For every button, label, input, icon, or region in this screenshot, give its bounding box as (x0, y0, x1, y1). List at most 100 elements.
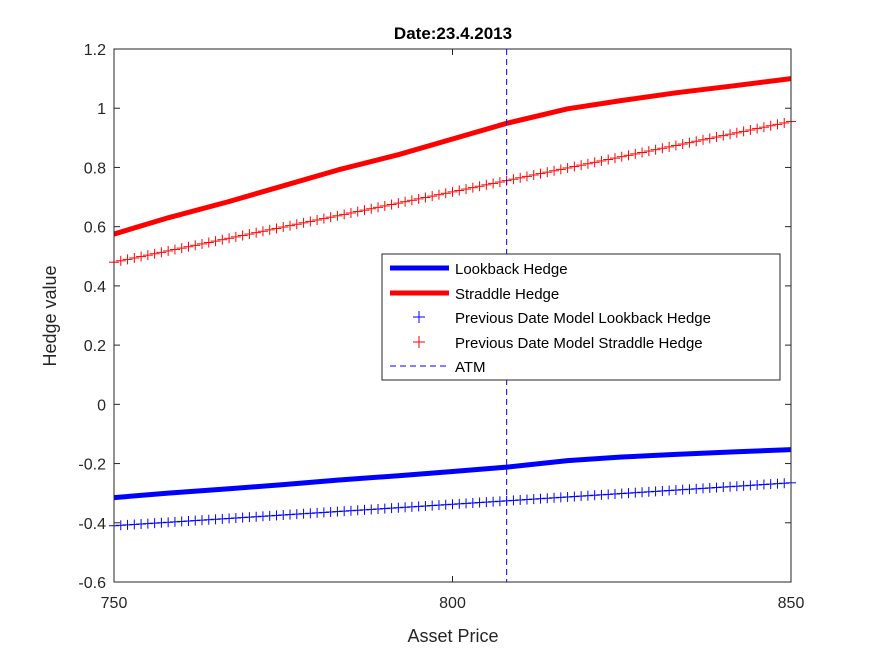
series-line-straddle-hedge (113, 76, 792, 237)
data-point-previous-date-model-straddle-hedge (339, 209, 350, 220)
data-point-previous-date-model-straddle-hedge (264, 224, 275, 235)
data-point-previous-date-model-straddle-hedge (609, 153, 620, 164)
data-point-previous-date-model-straddle-hedge (129, 252, 140, 263)
data-point-previous-date-model-straddle-hedge (711, 132, 722, 143)
data-point-previous-date-model-straddle-hedge (386, 199, 397, 210)
data-point-previous-date-model-straddle-hedge (657, 143, 668, 154)
y-axis-label: Hedge value (40, 265, 60, 366)
data-point-previous-date-model-straddle-hedge (210, 236, 221, 247)
series-markers-previous-date-model-lookback-hedge (109, 477, 796, 531)
y-tick-label: 0 (97, 397, 106, 414)
y-tick-label: 0.6 (84, 220, 106, 237)
data-point-previous-date-model-straddle-hedge (149, 248, 160, 259)
data-point-previous-date-model-straddle-hedge (136, 251, 147, 262)
data-point-previous-date-model-straddle-hedge (251, 227, 262, 238)
data-point-previous-date-model-straddle-hedge (772, 119, 783, 130)
data-point-previous-date-model-straddle-hedge (494, 177, 505, 188)
data-point-previous-date-model-straddle-hedge (393, 198, 404, 209)
data-point-previous-date-model-straddle-hedge (169, 244, 180, 255)
data-point-previous-date-model-straddle-hedge (677, 139, 688, 150)
data-point-previous-date-model-straddle-hedge (413, 193, 424, 204)
x-tick-label: 850 (778, 595, 805, 612)
data-point-previous-date-model-straddle-hedge (488, 178, 499, 189)
data-point-previous-date-model-straddle-hedge (291, 219, 302, 230)
series-line-lookback-hedge (113, 447, 792, 501)
data-point-previous-date-model-straddle-hedge (569, 161, 580, 172)
data-point-previous-date-model-straddle-hedge (285, 220, 296, 231)
data-point-previous-date-model-straddle-hedge (643, 146, 654, 157)
y-tick-label: 0.2 (84, 338, 106, 355)
data-point-previous-date-model-straddle-hedge (433, 189, 444, 200)
data-point-previous-date-model-straddle-hedge (183, 241, 194, 252)
data-point-previous-date-model-straddle-hedge (203, 237, 214, 248)
data-point-previous-date-model-straddle-hedge (332, 210, 343, 221)
data-point-previous-date-model-straddle-hedge (481, 179, 492, 190)
data-point-previous-date-model-straddle-hedge (535, 168, 546, 179)
data-point-previous-date-model-straddle-hedge (115, 255, 126, 266)
data-point-previous-date-model-straddle-hedge (542, 167, 553, 178)
data-point-previous-date-model-straddle-hedge (298, 217, 309, 228)
data-point-previous-date-model-straddle-hedge (697, 134, 708, 145)
data-point-previous-date-model-straddle-hedge (406, 195, 417, 206)
series-markers-previous-date-model-straddle-hedge (109, 116, 796, 268)
data-point-previous-date-model-straddle-hedge (163, 245, 174, 256)
legend-label-atm: ATM (455, 359, 486, 376)
data-point-previous-date-model-straddle-hedge (670, 140, 681, 151)
data-point-previous-date-model-straddle-hedge (596, 155, 607, 166)
data-point-previous-date-model-straddle-hedge (271, 223, 282, 234)
ticks-layer: 750 800 850 -0.6 -0.4 -0.2 0 0.2 0.4 0.6 0.8 1 1.2 (78, 42, 804, 612)
series-layer (109, 49, 796, 582)
data-point-previous-date-model-straddle-hedge (745, 124, 756, 135)
y-tick-label: 0.4 (84, 279, 106, 296)
data-point-previous-date-model-straddle-hedge (237, 230, 248, 241)
x-axis-label: Asset Price (407, 626, 498, 646)
data-point-previous-date-model-straddle-hedge (589, 157, 600, 168)
y-tick-label: -0.4 (78, 516, 106, 533)
data-point-previous-date-model-straddle-hedge (752, 123, 763, 134)
data-point-previous-date-model-straddle-hedge (549, 165, 560, 176)
data-point-previous-date-model-straddle-hedge (318, 213, 329, 224)
legend: Lookback Hedge Straddle Hedge Previous D… (381, 253, 781, 381)
data-point-previous-date-model-straddle-hedge (637, 147, 648, 158)
data-point-previous-date-model-straddle-hedge (758, 122, 769, 133)
data-point-previous-date-model-straddle-hedge (718, 130, 729, 141)
data-point-previous-date-model-straddle-hedge (616, 151, 627, 162)
y-tick-label: 0.8 (84, 160, 106, 177)
data-point-previous-date-model-straddle-hedge (142, 250, 153, 261)
data-point-previous-date-model-straddle-hedge (217, 234, 228, 245)
data-point-previous-date-model-straddle-hedge (230, 231, 241, 242)
legend-prev-straddle-marker (413, 336, 425, 348)
legend-label-prev-straddle: Previous Date Model Straddle Hedge (455, 335, 703, 352)
data-point-previous-date-model-straddle-hedge (691, 136, 702, 147)
legend-label-prev-lookback: Previous Date Model Lookback Hedge (455, 310, 711, 327)
data-point-previous-date-model-straddle-hedge (555, 164, 566, 175)
data-point-previous-date-model-straddle-hedge (366, 203, 377, 214)
y-tick-label: -0.2 (78, 457, 106, 474)
data-point-previous-date-model-straddle-hedge (576, 160, 587, 171)
data-point-previous-date-model-straddle-hedge (190, 240, 201, 251)
data-point-previous-date-model-straddle-hedge (528, 169, 539, 180)
data-point-previous-date-model-straddle-hedge (352, 206, 363, 217)
data-point-previous-date-model-straddle-hedge (197, 238, 208, 249)
data-point-previous-date-model-straddle-hedge (731, 127, 742, 138)
data-point-previous-date-model-straddle-hedge (359, 205, 370, 216)
data-point-previous-date-model-straddle-hedge (373, 202, 384, 213)
data-point-previous-date-model-straddle-hedge (379, 200, 390, 211)
data-point-previous-date-model-straddle-hedge (305, 216, 316, 227)
data-point-previous-date-model-straddle-hedge (312, 215, 323, 226)
legend-label-straddle: Straddle Hedge (455, 286, 559, 303)
data-point-previous-date-model-straddle-hedge (257, 226, 268, 237)
data-point-previous-date-model-straddle-hedge (623, 150, 634, 161)
data-point-previous-date-model-straddle-hedge (630, 148, 641, 159)
data-point-previous-date-model-straddle-hedge (664, 141, 675, 152)
y-tick-label: 1 (97, 101, 106, 118)
y-tick-label: -0.6 (78, 575, 106, 592)
y-tick-label: 1.2 (84, 42, 106, 59)
data-point-previous-date-model-straddle-hedge (474, 181, 485, 192)
data-point-previous-date-model-straddle-hedge (461, 184, 472, 195)
data-point-previous-date-model-straddle-hedge (467, 182, 478, 193)
data-point-previous-date-model-straddle-hedge (427, 191, 438, 202)
x-tick-label: 800 (439, 595, 466, 612)
data-point-previous-date-model-straddle-hedge (725, 129, 736, 140)
